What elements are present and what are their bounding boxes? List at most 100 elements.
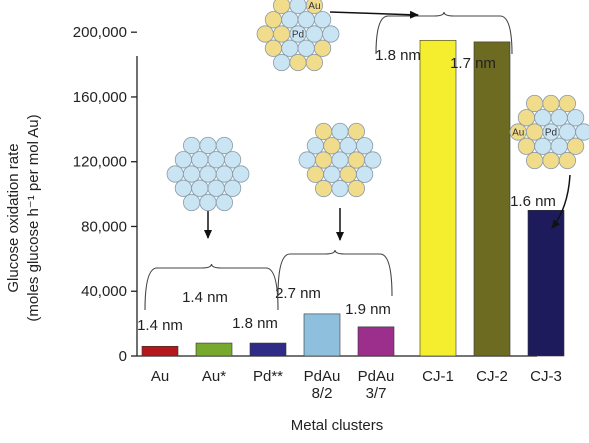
au-atom — [525, 123, 544, 141]
pd-atom — [215, 165, 233, 183]
au-atom — [323, 137, 341, 155]
x-tick-label: CJ-2 — [476, 368, 508, 385]
pd-atom — [215, 193, 233, 212]
bar — [473, 41, 511, 357]
au-atom — [256, 25, 274, 43]
x-tick-label: Au — [151, 368, 169, 385]
pd-atom — [566, 109, 585, 127]
pd-atom — [534, 137, 552, 155]
pd-atom — [207, 179, 225, 197]
pd-atom — [364, 151, 382, 169]
bar — [357, 326, 395, 357]
pd-atom — [331, 151, 349, 169]
pd-atom — [297, 11, 315, 29]
pd-atom — [331, 179, 349, 198]
atom-label-au: Au — [512, 128, 524, 139]
x-tick-label: 3/7 — [366, 385, 387, 402]
cluster-cj3 — [509, 94, 589, 170]
au-atom — [347, 151, 365, 169]
pd-atom — [534, 109, 552, 127]
brace-au-pd — [144, 263, 279, 311]
y-axis-title-line2: (moles glucose h⁻¹ per mol Au) — [25, 114, 42, 321]
au-atom — [264, 11, 282, 29]
pd-atom — [191, 151, 209, 169]
pd-atom — [232, 165, 250, 183]
pd-atom — [183, 165, 201, 183]
y-tick-label: 120,000 — [73, 154, 127, 171]
pd-atom — [174, 151, 192, 169]
pd-atom — [298, 151, 316, 169]
pd-atom — [207, 151, 225, 169]
atom-label-au: Au — [308, 1, 320, 12]
au-atom — [517, 137, 536, 155]
x-axis-title: Metal clusters — [291, 417, 384, 434]
cluster-pdau — [298, 122, 382, 198]
bar — [419, 39, 457, 357]
au-atom — [347, 122, 365, 141]
au-atom — [525, 94, 544, 113]
pd-atom — [183, 136, 201, 155]
pd-atom — [199, 193, 217, 212]
pd-atom — [550, 109, 568, 127]
y-tick-label: 0 — [119, 348, 127, 365]
size-label: 1.8 nm — [232, 315, 278, 332]
arrow-cj-top — [329, 10, 419, 19]
x-tick-label: 8/2 — [312, 385, 333, 402]
au-atom — [347, 179, 365, 198]
y-tick-label: 80,000 — [81, 218, 127, 235]
au-atom — [314, 179, 333, 198]
pd-atom — [166, 165, 184, 183]
x-tick-label: CJ-3 — [530, 368, 562, 385]
pd-atom — [281, 39, 299, 57]
pd-atom — [272, 53, 291, 72]
pd-atom — [322, 25, 340, 43]
x-tick-label: CJ-1 — [422, 368, 454, 385]
atom-label-pd: Pd — [545, 128, 557, 139]
pd-atom — [224, 179, 242, 197]
au-atom — [339, 165, 357, 183]
size-label: 1.9 nm — [345, 301, 391, 318]
pd-atom — [339, 137, 357, 155]
size-label: 1.4 nm — [182, 289, 228, 306]
pd-atom — [313, 11, 332, 29]
pd-atom — [305, 25, 323, 43]
y-axis-title: Glucose oxidation rate — [5, 143, 22, 292]
pd-atom — [199, 136, 217, 155]
bar — [249, 342, 287, 357]
au-atom — [264, 39, 282, 57]
pd-atom — [355, 137, 374, 155]
au-atom — [566, 137, 585, 155]
au-atom — [517, 109, 536, 127]
x-tick-label: Pd** — [253, 368, 283, 385]
brace-pdau — [277, 249, 393, 297]
pd-atom — [174, 179, 192, 197]
pd-atom — [199, 165, 217, 183]
pd-atom — [191, 179, 209, 197]
pd-atom — [215, 136, 233, 155]
au-atom — [314, 122, 333, 141]
y-tick-label: 200,000 — [73, 24, 127, 41]
cluster-cj-top — [256, 0, 340, 72]
bar — [527, 209, 565, 357]
bar — [195, 342, 233, 357]
y-tick-label: 160,000 — [73, 89, 127, 106]
pd-atom — [355, 165, 374, 183]
au-atom — [305, 53, 323, 72]
size-label: 1.7 nm — [450, 55, 496, 72]
cluster-au — [166, 136, 250, 212]
x-tick-label: PdAu — [304, 368, 341, 385]
x-tick-label: Au* — [202, 368, 226, 385]
pd-atom — [183, 193, 201, 212]
au-atom — [306, 165, 324, 183]
y-tick-label: 40,000 — [81, 283, 127, 300]
au-atom — [542, 94, 560, 113]
size-label: 1.4 nm — [137, 317, 183, 334]
pd-atom — [224, 151, 242, 169]
bar — [141, 345, 179, 357]
pd-atom — [306, 137, 324, 155]
au-atom — [525, 151, 544, 170]
pd-atom — [575, 123, 589, 141]
arrow-cj3 — [551, 174, 571, 229]
size-label: 2.7 nm — [275, 285, 321, 302]
